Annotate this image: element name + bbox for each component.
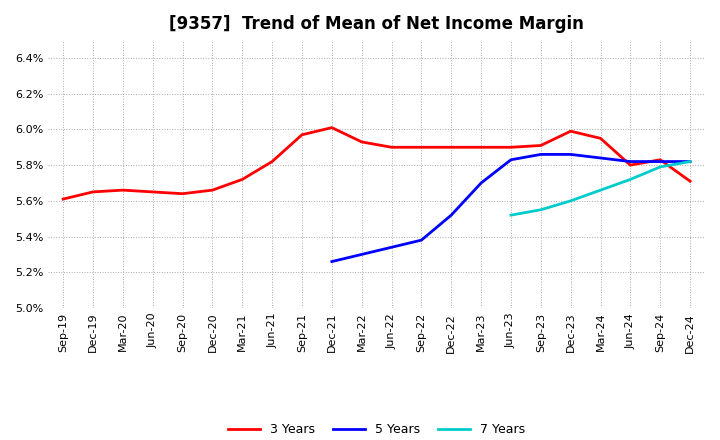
Legend: 3 Years, 5 Years, 7 Years: 3 Years, 5 Years, 7 Years (223, 418, 530, 440)
5 Years (477, 180, 485, 186)
5 Years (685, 159, 694, 164)
5 Years (507, 157, 516, 162)
3 Years (477, 145, 485, 150)
Title: [9357]  Trend of Mean of Net Income Margin: [9357] Trend of Mean of Net Income Margi… (169, 15, 584, 33)
5 Years (417, 238, 426, 243)
5 Years (328, 259, 336, 264)
3 Years (626, 162, 635, 168)
3 Years (89, 189, 97, 194)
3 Years (596, 136, 605, 141)
5 Years (536, 152, 545, 157)
7 Years (685, 159, 694, 164)
3 Years (148, 189, 157, 194)
3 Years (685, 179, 694, 184)
3 Years (208, 187, 217, 193)
3 Years (179, 191, 187, 196)
3 Years (328, 125, 336, 130)
7 Years (567, 198, 575, 203)
3 Years (536, 143, 545, 148)
3 Years (656, 157, 665, 162)
7 Years (507, 213, 516, 218)
Line: 5 Years: 5 Years (332, 154, 690, 261)
7 Years (596, 187, 605, 193)
5 Years (387, 245, 396, 250)
7 Years (626, 177, 635, 182)
3 Years (567, 128, 575, 134)
5 Years (596, 155, 605, 161)
3 Years (417, 145, 426, 150)
3 Years (387, 145, 396, 150)
3 Years (507, 145, 516, 150)
5 Years (447, 213, 456, 218)
5 Years (626, 159, 635, 164)
7 Years (656, 164, 665, 169)
3 Years (59, 196, 68, 202)
3 Years (238, 177, 246, 182)
3 Years (357, 139, 366, 145)
5 Years (357, 252, 366, 257)
5 Years (656, 159, 665, 164)
7 Years (536, 207, 545, 213)
Line: 7 Years: 7 Years (511, 161, 690, 215)
5 Years (567, 152, 575, 157)
3 Years (268, 159, 276, 164)
Line: 3 Years: 3 Years (63, 128, 690, 199)
3 Years (297, 132, 306, 137)
3 Years (119, 187, 127, 193)
3 Years (447, 145, 456, 150)
